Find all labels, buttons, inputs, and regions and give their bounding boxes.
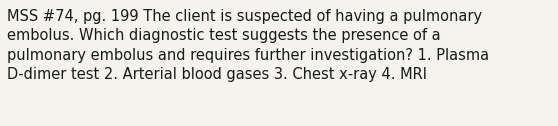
Text: MSS #74, pg. 199 The client is suspected of having a pulmonary
embolus. Which di: MSS #74, pg. 199 The client is suspected… [7,9,489,83]
